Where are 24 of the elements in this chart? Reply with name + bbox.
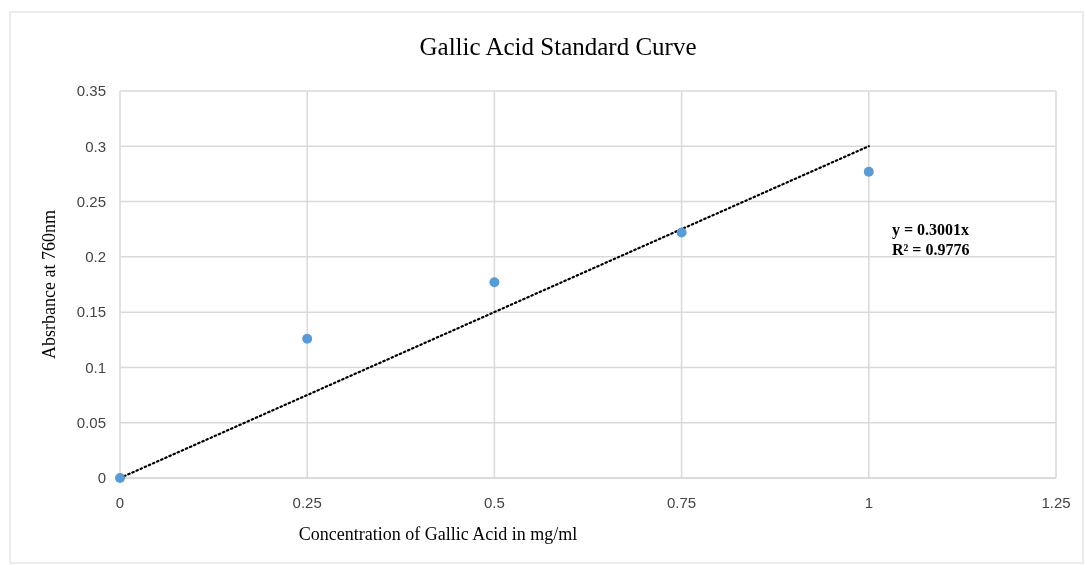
point xyxy=(676,227,687,238)
y-tick-label: 0.2 xyxy=(85,248,106,266)
y-axis-title: Absrbance at 760nm xyxy=(39,210,59,359)
y-tick-label: 0.1 xyxy=(85,358,106,376)
x-tick-label: 0.75 xyxy=(667,494,697,511)
x-tick-label: 1 xyxy=(864,494,873,511)
annotation: y = 0.3001x xyxy=(892,221,970,239)
x-tick-label: 0.5 xyxy=(483,494,505,511)
annotation: R² = 0.9776 xyxy=(892,241,970,258)
x-tick-label: 0.25 xyxy=(292,494,322,511)
point xyxy=(863,166,874,177)
y-tick-label: 0.15 xyxy=(76,303,106,321)
x-axis-title: Concentration of Gallic Acid in mg/ml xyxy=(298,524,578,544)
x-tick-label: 0 xyxy=(115,494,125,511)
y-tick-label: 0.35 xyxy=(76,82,106,100)
point xyxy=(115,473,125,483)
y-tick-label: 0.3 xyxy=(85,137,106,155)
y-tick-label: 0.05 xyxy=(76,413,106,431)
chart-title: Gallic Acid Standard Curve xyxy=(419,33,697,60)
y-tick-label: 0 xyxy=(97,469,106,487)
point xyxy=(489,277,500,288)
point xyxy=(302,333,313,344)
x-tick-label: 1.25 xyxy=(1041,494,1071,511)
y-tick-label: 0.25 xyxy=(76,192,106,210)
